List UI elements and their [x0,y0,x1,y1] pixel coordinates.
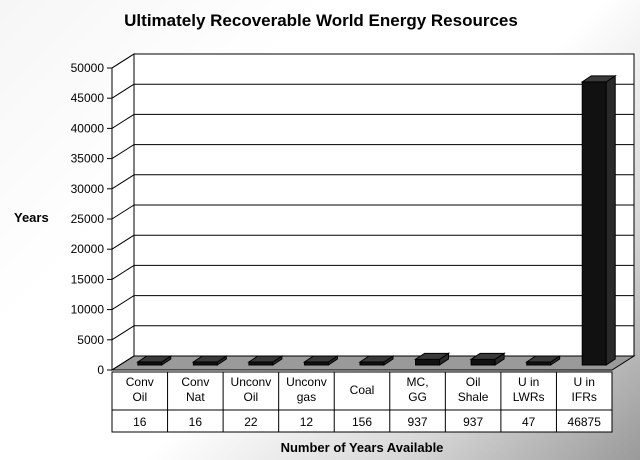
data-label: 46875 [568,415,602,429]
bar-top [136,355,173,363]
gridline-side [111,264,135,280]
bar-front [581,81,607,366]
bar-top [358,355,395,363]
bar-front [470,358,496,366]
category-label: Coal [350,383,375,397]
category-label: U in [518,375,539,389]
bar-front [415,358,441,366]
bar-top [469,352,506,360]
y-tick-label: 50000 [71,61,105,75]
y-tick-label: 15000 [71,272,105,286]
bar-top [525,355,562,363]
bar-side [605,74,616,366]
y-tick-label: 10000 [71,303,105,317]
y-tick-label: 0 [97,363,104,377]
data-label: 937 [463,415,483,429]
x-axis-title: Number of Years Available [281,440,444,455]
category-label: LWRs [513,390,545,404]
category-label: MC, [407,375,429,389]
chart-title: Ultimately Recoverable World Energy Reso… [124,11,518,30]
data-label: 22 [244,415,258,429]
gridline-side [111,355,135,371]
data-label: 16 [189,415,203,429]
y-tick-label: 40000 [71,121,105,135]
data-label: 937 [408,415,428,429]
bar-top [191,355,228,363]
category-label: Conv [181,375,209,389]
y-tick-label: 35000 [71,152,105,166]
category-label: IFRs [572,390,597,404]
category-label: U in [574,375,595,389]
gridline-side [111,204,135,220]
y-axis-title: Years [14,210,49,225]
category-label: Oil [132,390,147,404]
gridline-side [111,174,135,190]
category-label: Oil [466,375,481,389]
category-label: Shale [458,390,489,404]
gridline-side [111,234,135,250]
data-label: 12 [300,415,314,429]
gridline-side [111,53,135,69]
bar-top [580,75,617,83]
gridline-side [111,144,135,160]
bar-top [413,352,451,360]
category-label: Conv [126,375,154,389]
bar-top [302,355,340,363]
category-label: gas [297,390,316,404]
y-tick-label: 25000 [71,212,105,226]
y-tick-label: 5000 [77,333,104,347]
plot-area: 0 5000 10000 15000 20000 25000 30000 35000 40000… [71,53,636,433]
gridline-side [111,83,135,99]
data-label: 47 [522,415,536,429]
gridline-side [111,295,135,311]
y-tick-label: 45000 [71,91,105,105]
data-label: 156 [352,415,372,429]
y-tick-label: 20000 [71,242,105,256]
category-label: GG [408,390,427,404]
data-table [111,371,613,433]
y-tick-label: 30000 [71,182,105,196]
category-label: Unconv [286,375,327,389]
category-label: Oil [244,390,259,404]
gridline-side [111,325,135,341]
bar-top [247,355,284,363]
category-label: Nat [186,390,205,404]
category-label: Unconv [231,375,272,389]
data-label: 16 [133,415,147,429]
gridline-side [111,113,135,129]
